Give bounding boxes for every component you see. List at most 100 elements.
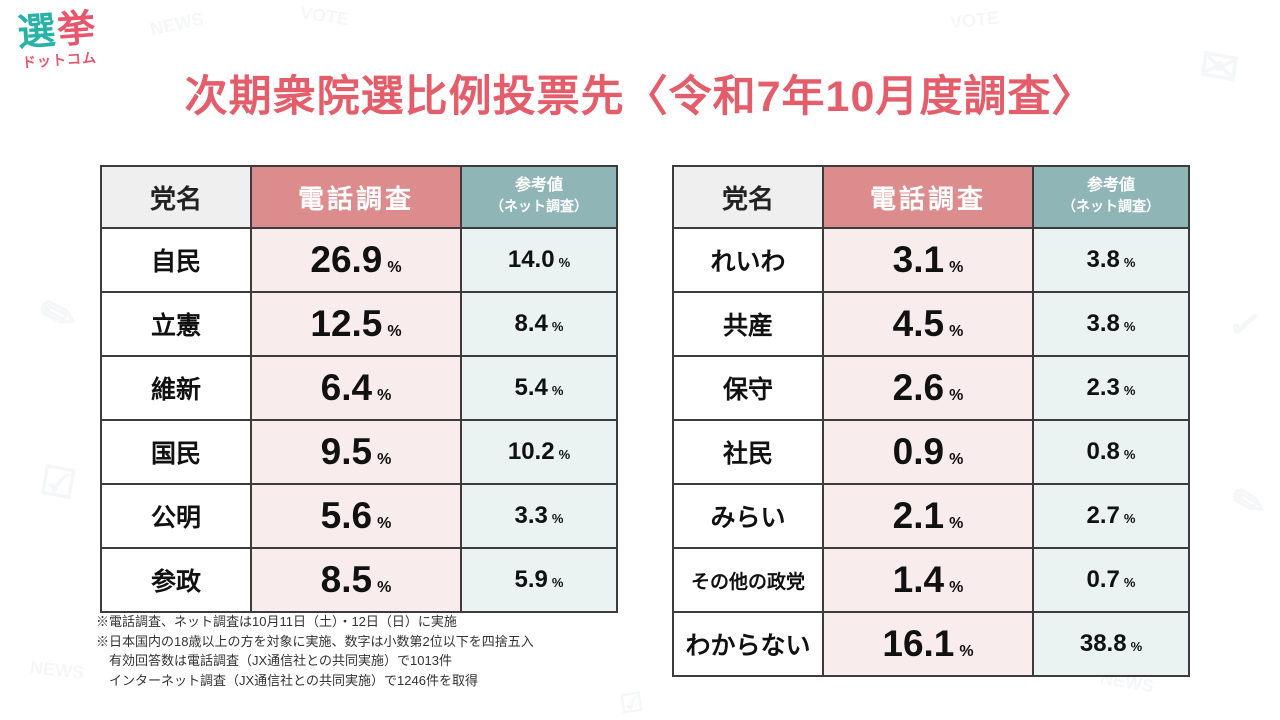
- net-value: 3.8: [1086, 246, 1120, 273]
- table-row: 公明 5.6% 3.3%: [100, 483, 618, 549]
- percent-unit: %: [949, 579, 964, 596]
- percent-unit: %: [1123, 383, 1136, 398]
- phone-value-cell: 9.5%: [250, 419, 462, 485]
- party-name: 参政: [100, 547, 252, 613]
- party-name: 共産: [672, 291, 824, 357]
- net-value: 5.4: [514, 374, 548, 401]
- net-value-cell: 5.9%: [460, 547, 618, 613]
- ballot-icon: ☑: [36, 458, 80, 508]
- vote-doodle: VOTE: [298, 2, 351, 30]
- net-value: 3.3: [514, 502, 548, 529]
- net-value: 0.7: [1086, 566, 1120, 593]
- table-row: みらい 2.1% 2.7%: [672, 483, 1190, 549]
- party-name: 国民: [100, 419, 252, 485]
- column-header-party: 党名: [672, 165, 824, 229]
- poll-table-left: 党名 電話調査 参考値 （ネット調査） 自民 26.9% 14.0% 立憲 12.…: [100, 165, 618, 613]
- percent-unit: %: [551, 511, 564, 526]
- net-value-cell: 10.2%: [460, 419, 618, 485]
- percent-unit: %: [377, 387, 392, 404]
- net-value: 8.4: [514, 310, 548, 337]
- phone-value: 16.1: [882, 623, 955, 664]
- percent-unit: %: [1123, 447, 1136, 462]
- net-value: 0.8: [1086, 438, 1120, 465]
- net-value: 10.2: [507, 438, 555, 465]
- net-header-line1: 参考値: [514, 177, 563, 195]
- percent-unit: %: [949, 259, 964, 276]
- check-icon: ✓: [1223, 297, 1268, 352]
- logo-char-2: 挙: [55, 7, 99, 52]
- party-name: 維新: [100, 355, 252, 421]
- party-name: 自民: [100, 227, 252, 293]
- footnote-line: インターネット調査（JX通信社との共同実施）で1246件を取得: [96, 672, 478, 688]
- footnote-line: 有効回答数は電話調査（JX通信社との共同実施）で1013件: [96, 653, 452, 668]
- header-row: 党名 電話調査 参考値 （ネット調査）: [672, 165, 1190, 229]
- net-value: 5.9: [514, 566, 548, 593]
- phone-value-cell: 2.6%: [822, 355, 1034, 421]
- percent-unit: %: [377, 451, 392, 468]
- percent-unit: %: [949, 451, 964, 468]
- percent-unit: %: [949, 515, 964, 532]
- phone-value: 1.4: [892, 559, 945, 600]
- net-value-cell: 2.3%: [1032, 355, 1190, 421]
- net-value-cell: 3.3%: [460, 483, 618, 549]
- party-name: みらい: [672, 483, 824, 549]
- pencil-icon: ✎: [1227, 477, 1271, 529]
- phone-value: 9.5: [320, 431, 373, 472]
- party-name: 社民: [672, 419, 824, 485]
- net-value: 2.3: [1086, 374, 1120, 401]
- net-value-cell: 14.0%: [460, 227, 618, 293]
- poll-table-right: 党名 電話調査 参考値 （ネット調査） れいわ 3.1% 3.8% 共産 4.5%…: [672, 165, 1190, 677]
- phone-value-cell: 8.5%: [250, 547, 462, 613]
- net-value-cell: 0.8%: [1032, 419, 1190, 485]
- phone-value: 0.9: [892, 431, 945, 472]
- party-name: 保守: [672, 355, 824, 421]
- page-title: 次期衆院選比例投票先〈令和7年10月度調査〉: [184, 73, 1096, 121]
- column-header-phone: 電話調査: [250, 165, 462, 229]
- net-value-cell: 2.7%: [1032, 483, 1190, 549]
- percent-unit: %: [551, 383, 564, 398]
- net-value-cell: 3.8%: [1032, 291, 1190, 357]
- table-row: 共産 4.5% 3.8%: [672, 291, 1190, 357]
- party-name: わからない: [672, 611, 824, 677]
- table-row: 立憲 12.5% 8.4%: [100, 291, 618, 357]
- footnote-line: ※電話調査、ネット調査は10月11日（土）・12日（日）に実施: [96, 614, 457, 629]
- pencil-icon: ✎: [33, 286, 84, 345]
- ballot-icon: ☑: [617, 686, 646, 720]
- footnotes: ※電話調査、ネット調査は10月11日（土）・12日（日）に実施 ※日本国内の18…: [96, 612, 534, 690]
- net-value: 3.8: [1086, 310, 1120, 337]
- net-value-cell: 8.4%: [460, 291, 618, 357]
- phone-value-cell: 0.9%: [822, 419, 1034, 485]
- phone-value-cell: 1.4%: [822, 547, 1034, 613]
- logo-main-text: 選挙: [16, 7, 99, 55]
- phone-value-cell: 12.5%: [250, 291, 462, 357]
- column-header-net: 参考値 （ネット調査）: [1032, 165, 1190, 229]
- table-row: れいわ 3.1% 3.8%: [672, 227, 1190, 293]
- phone-value-cell: 5.6%: [250, 483, 462, 549]
- net-header-line1: 参考値: [1086, 177, 1135, 195]
- percent-unit: %: [558, 255, 571, 270]
- table-row: わからない 16.1% 38.8%: [672, 611, 1190, 677]
- phone-value: 3.1: [892, 239, 945, 280]
- phone-value-cell: 16.1%: [822, 611, 1034, 677]
- phone-value-cell: 6.4%: [250, 355, 462, 421]
- net-value-cell: 38.8%: [1032, 611, 1190, 677]
- logo-char-1: 選: [16, 10, 59, 55]
- phone-value: 26.9: [310, 239, 383, 280]
- phone-value: 5.6: [320, 495, 373, 536]
- table-row: 自民 26.9% 14.0%: [100, 227, 618, 293]
- percent-unit: %: [1123, 575, 1136, 590]
- header-row: 党名 電話調査 参考値 （ネット調査）: [100, 165, 618, 229]
- party-name: れいわ: [672, 227, 824, 293]
- percent-unit: %: [1123, 255, 1136, 270]
- party-name: その他の政党: [672, 547, 824, 613]
- net-value-cell: 3.8%: [1032, 227, 1190, 293]
- percent-unit: %: [959, 643, 974, 660]
- percent-unit: %: [551, 575, 564, 590]
- phone-value: 6.4: [320, 367, 373, 408]
- party-name: 立憲: [100, 291, 252, 357]
- percent-unit: %: [551, 319, 564, 334]
- phone-value-cell: 26.9%: [250, 227, 462, 293]
- column-header-net: 参考値 （ネット調査）: [460, 165, 618, 229]
- net-value-cell: 5.4%: [460, 355, 618, 421]
- phone-value-cell: 3.1%: [822, 227, 1034, 293]
